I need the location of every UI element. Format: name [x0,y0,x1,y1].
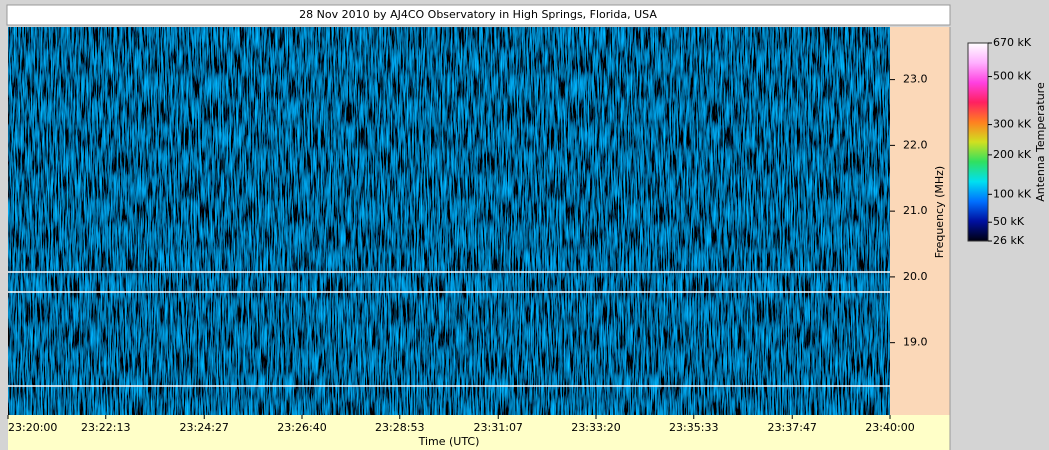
y-axis-area [890,27,950,415]
x-tick-label: 23:35:33 [669,421,718,434]
colorbar-tick-label: 200 kK [993,148,1032,161]
chart-title: 28 Nov 2010 by AJ4CO Observatory in High… [299,8,657,21]
colorbar-label: Antenna Temperature [1034,82,1047,202]
x-tick-label: 23:31:07 [474,421,523,434]
x-tick-label: 23:22:13 [81,421,130,434]
colorbar-tick-label: 500 kK [993,70,1032,83]
x-tick-label: 23:33:20 [571,421,620,434]
x-tick-label: 23:28:53 [375,421,424,434]
x-axis-area [8,415,950,450]
colorbar-tick-label: 26 kK [993,234,1025,247]
colorbar-tick-label: 670 kK [993,36,1032,49]
y-tick-label: 20.0 [903,270,928,283]
colorbar-tick-label: 100 kK [993,187,1032,200]
y-tick-label: 22.0 [903,138,928,151]
y-tick-label: 19.0 [903,336,928,349]
y-tick-label: 21.0 [903,204,928,217]
spectrogram-texture [8,27,890,415]
y-axis-label: Frequency (MHz) [933,166,946,258]
x-tick-label: 23:37:47 [768,421,817,434]
x-tick-label: 23:26:40 [277,421,326,434]
y-tick-label: 23.0 [903,73,928,86]
colorbar [967,42,989,242]
colorbar-tick-label: 50 kK [993,215,1025,228]
title-bar [6,4,951,26]
x-tick-label: 23:24:27 [180,421,229,434]
x-tick-label: 23:40:00 [865,421,914,434]
colorbar-tick-label: 300 kK [993,118,1032,131]
x-axis-label: Time (UTC) [418,435,480,448]
x-tick-label: 23:20:00 [8,421,57,434]
